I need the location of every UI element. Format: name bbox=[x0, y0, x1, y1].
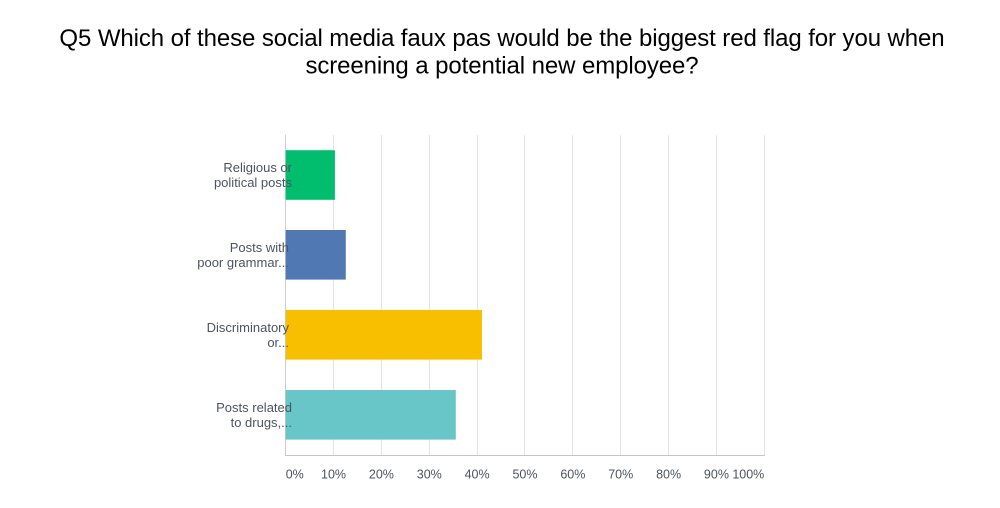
svg-text:30%: 30% bbox=[417, 467, 442, 481]
svg-text:50%: 50% bbox=[512, 467, 537, 481]
svg-text:to drugs,...: to drugs,... bbox=[231, 415, 292, 430]
svg-text:Discriminatory: Discriminatory bbox=[207, 320, 290, 335]
svg-text:80%: 80% bbox=[656, 467, 681, 481]
svg-text:20%: 20% bbox=[369, 467, 394, 481]
svg-text:screening a potential new empl: screening a potential new employee? bbox=[305, 52, 698, 79]
svg-text:70%: 70% bbox=[608, 467, 633, 481]
svg-text:60%: 60% bbox=[560, 467, 585, 481]
svg-text:Religious or: Religious or bbox=[223, 160, 292, 175]
svg-text:political posts: political posts bbox=[214, 175, 293, 190]
svg-text:100%: 100% bbox=[732, 467, 764, 481]
svg-text:0%: 0% bbox=[286, 467, 304, 481]
svg-text:Q5 Which of these social media: Q5 Which of these social media faux pas … bbox=[59, 25, 944, 52]
svg-text:or...: or... bbox=[267, 335, 289, 350]
svg-text:90%: 90% bbox=[704, 467, 729, 481]
svg-text:poor grammar...: poor grammar... bbox=[197, 255, 289, 270]
svg-text:Posts with: Posts with bbox=[230, 240, 289, 255]
svg-text:Posts related: Posts related bbox=[216, 400, 292, 415]
svg-text:40%: 40% bbox=[465, 467, 490, 481]
svg-text:10%: 10% bbox=[321, 467, 346, 481]
